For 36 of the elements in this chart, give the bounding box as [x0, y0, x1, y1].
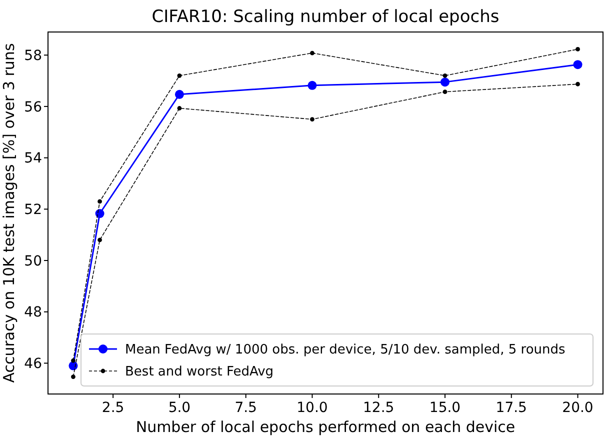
point: [71, 358, 76, 363]
x-tick-label: 12.5: [363, 400, 394, 416]
point: [310, 117, 314, 122]
x-tick-label: 7.5: [234, 400, 257, 416]
y-tick-label: 56: [24, 99, 42, 116]
y-tick-label: 46: [24, 356, 42, 372]
x-tick-label: 15.0: [429, 400, 461, 416]
y-tick-label: 54: [24, 150, 42, 167]
x-axis-title: Number of local epochs performed on each device: [136, 418, 516, 436]
legend-label: Mean FedAvg w/ 1000 obs. per device, 5/10 dev. sampled, 5 rounds: [125, 342, 566, 358]
point: [442, 73, 448, 78]
legend-label: Best and worst FedAvg: [125, 364, 274, 380]
point: [576, 47, 580, 52]
point: [573, 60, 582, 70]
x-tick-label: 17.5: [496, 400, 527, 416]
point: [174, 90, 184, 99]
point: [98, 238, 102, 242]
y-axis-title: Accuracy on 10K test images [%] over 3 runs: [0, 43, 18, 383]
x-tick-label: 10.0: [296, 400, 328, 416]
point: [177, 73, 182, 78]
x-tick-label: 5.0: [168, 400, 191, 416]
point: [440, 78, 450, 87]
point: [71, 374, 76, 379]
point: [308, 80, 317, 90]
x-tick-label: 2.5: [102, 400, 124, 416]
chart-title: CIFAR10: Scaling number of local epochs: [152, 7, 500, 27]
y-tick-label: 48: [24, 304, 42, 321]
point: [310, 50, 314, 56]
y-tick-label: 50: [24, 253, 42, 270]
point: [442, 90, 448, 94]
point: [98, 199, 102, 204]
y-tick-label: 52: [24, 202, 42, 218]
y-tick-label: 58: [24, 48, 42, 64]
point: [177, 106, 182, 110]
x-tick-label: 20.0: [562, 400, 594, 416]
point: [576, 82, 580, 86]
